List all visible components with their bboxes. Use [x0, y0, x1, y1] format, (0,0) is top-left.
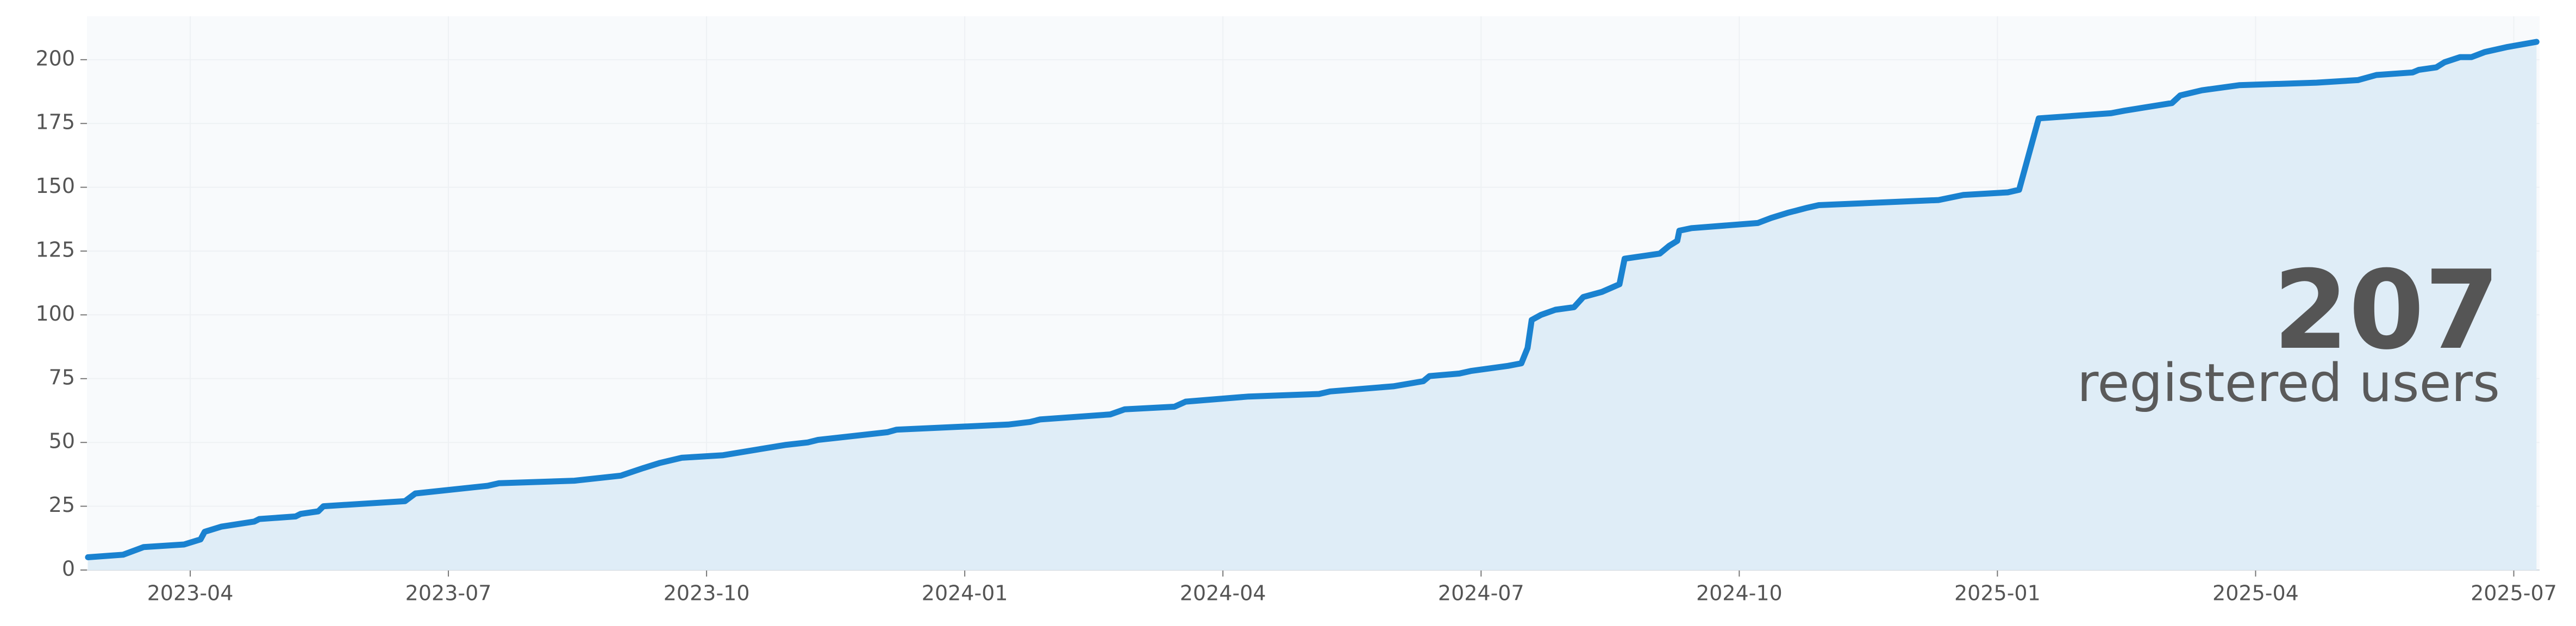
- x-tick-label: 2024-04: [1180, 581, 1266, 605]
- y-tick-label: 75: [49, 365, 75, 389]
- x-tick-label: 2025-01: [1954, 581, 2041, 605]
- y-tick-label: 25: [49, 493, 75, 517]
- x-tick-label: 2023-10: [664, 581, 750, 605]
- area: [87, 42, 2537, 570]
- headline: 207: [2273, 247, 2500, 374]
- y-tick-label: 150: [35, 174, 75, 198]
- x-tick-label: 2024-07: [1438, 581, 1524, 605]
- y-tick-label: 200: [35, 46, 75, 70]
- y-tick-label: 175: [35, 110, 75, 134]
- y-tick-label: 50: [49, 429, 75, 453]
- x-tick-label: 2025-04: [2212, 581, 2299, 605]
- x-tick-label: 2024-10: [1696, 581, 1783, 605]
- line: [85, 39, 2540, 560]
- y-tick-label: 0: [62, 557, 75, 581]
- headline-label: registered users: [2077, 353, 2500, 414]
- x-tick-label: 2024-01: [922, 581, 1008, 605]
- x-tick-label: 2023-07: [405, 581, 492, 605]
- x-tick-label: 2023-04: [147, 581, 234, 605]
- y-tick-label: 125: [35, 238, 75, 262]
- y-tick-label: 100: [35, 302, 75, 325]
- x-tick-label: 2025-07: [2471, 581, 2557, 605]
